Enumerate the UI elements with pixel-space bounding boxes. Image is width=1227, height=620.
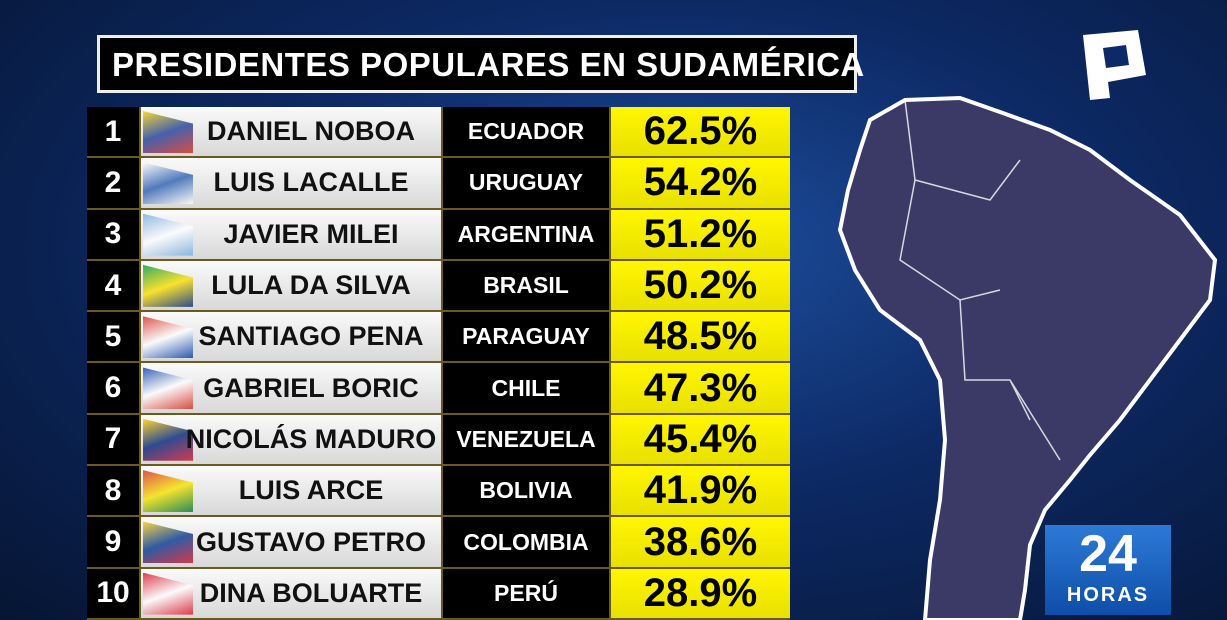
president-name: NICOLÁS MADURO <box>185 423 437 454</box>
table-row: 9 GUSTAVO PETRO COLOMBIA 38.6% <box>87 517 790 569</box>
country: CHILE <box>441 363 611 413</box>
ranking-table: 1 DANIEL NOBOA ECUADOR 62.5% 2 LUIS LACALLE UR… <box>87 107 790 620</box>
rank: 3 <box>87 209 141 259</box>
country: ECUADOR <box>441 107 611 157</box>
south-america-map <box>837 95 1218 620</box>
table-row: 4 LULA DA SILVA BRASIL 50.2% <box>87 260 790 313</box>
president-name: GABRIEL BORIC <box>203 372 419 403</box>
approval: 51.2% <box>611 209 790 259</box>
table-row: 5 SANTIAGO PENA PARAGUAY 48.5% <box>87 312 790 364</box>
country: URUGUAY <box>441 158 611 208</box>
table-row: 7 NICOLÁS MADURO VENEZUELA 45.4% <box>87 414 790 467</box>
approval: 54.2% <box>611 158 790 208</box>
table-row: 8 LUIS ARCE BOLIVIA 41.9% <box>87 466 790 518</box>
name-cell: GUSTAVO PETRO <box>141 517 441 567</box>
rank: 4 <box>87 260 141 311</box>
approval: 47.3% <box>611 363 790 413</box>
name-cell: DINA BOLUARTE <box>141 568 441 618</box>
logo-number: 24 <box>1079 525 1137 583</box>
name-cell: NICOLÁS MADURO <box>141 414 441 465</box>
name-cell: LUIS LACALLE <box>141 158 441 208</box>
rank: 5 <box>87 312 141 362</box>
name-cell: GABRIEL BORIC <box>141 363 441 413</box>
country: BOLIVIA <box>441 466 611 516</box>
rank: 10 <box>87 568 141 618</box>
logo-text: HORAS <box>1066 584 1150 606</box>
rank: 8 <box>87 466 141 516</box>
table-row: 3 JAVIER MILEI ARGENTINA 51.2% <box>87 209 790 261</box>
country: ARGENTINA <box>441 209 611 259</box>
country: COLOMBIA <box>441 517 611 567</box>
country: VENEZUELA <box>441 414 611 465</box>
president-name: LUIS LACALLE <box>213 167 409 198</box>
president-name: SANTIAGO PENA <box>198 321 424 352</box>
name-cell: SANTIAGO PENA <box>141 312 441 362</box>
news-logo: 24 HORAS <box>1045 525 1171 615</box>
approval: 41.9% <box>611 466 790 516</box>
president-name: GUSTAVO PETRO <box>195 526 426 557</box>
table-row: 1 DANIEL NOBOA ECUADOR 62.5% <box>87 107 790 159</box>
channel-logo <box>1083 30 1146 100</box>
president-name: LUIS ARCE <box>238 475 384 506</box>
rank: 7 <box>87 414 141 465</box>
table-row: 6 GABRIEL BORIC CHILE 47.3% <box>87 363 790 415</box>
president-name: LULA DA SILVA <box>211 270 411 301</box>
table-row: 10 DINA BOLUARTE PERÚ 28.9% <box>87 568 790 620</box>
name-cell: JAVIER MILEI <box>141 209 441 259</box>
rank: 1 <box>87 107 141 157</box>
approval: 38.6% <box>611 517 790 567</box>
name-cell: DANIEL NOBOA <box>141 107 441 157</box>
approval: 45.4% <box>611 414 790 465</box>
flag <box>143 470 193 513</box>
president-name: DINA BOLUARTE <box>199 577 423 608</box>
border-lines <box>899 99 1061 461</box>
table-row: 2 LUIS LACALLE URUGUAY 54.2% <box>87 158 790 210</box>
president-name: DANIEL NOBOA <box>206 116 415 147</box>
rank: 9 <box>87 517 141 567</box>
title: PRESIDENTES POPULARES EN SUDAMÉRICA <box>97 35 864 93</box>
name-cell: LULA DA SILVA <box>141 260 441 311</box>
name-cell: LUIS ARCE <box>141 466 441 516</box>
rank: 6 <box>87 363 141 413</box>
approval: 28.9% <box>611 568 790 618</box>
president-name: JAVIER MILEI <box>223 218 399 249</box>
approval: 62.5% <box>611 107 790 157</box>
country: BRASIL <box>441 260 611 311</box>
country: PARAGUAY <box>441 312 611 362</box>
country: PERÚ <box>441 568 611 618</box>
rank: 2 <box>87 158 141 208</box>
approval: 50.2% <box>611 260 790 311</box>
approval: 48.5% <box>611 312 790 362</box>
